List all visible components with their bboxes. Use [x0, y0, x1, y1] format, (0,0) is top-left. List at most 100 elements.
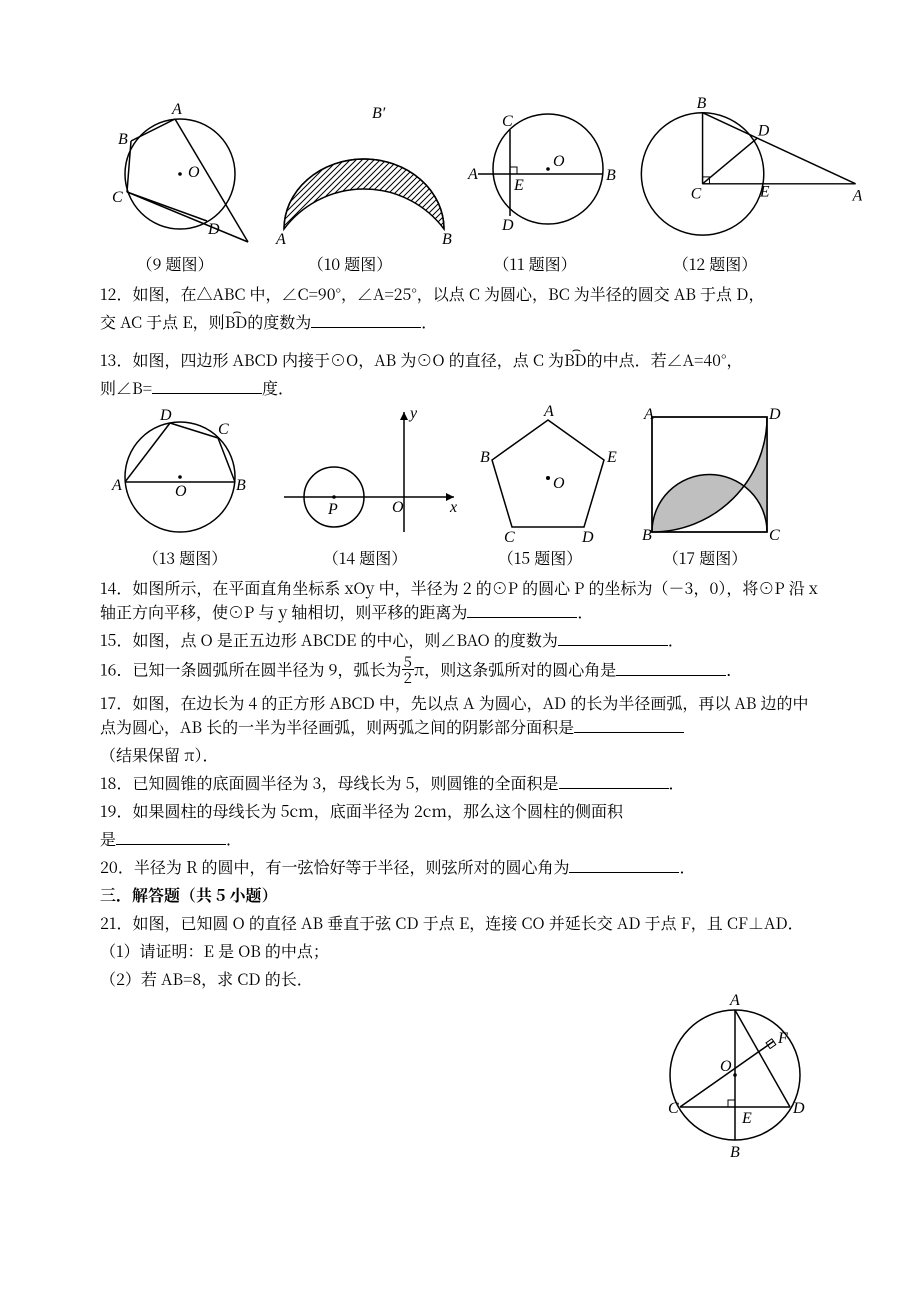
svg-text:C: C: [502, 113, 513, 130]
problem-18: 18．已知圆锥的底面圆半径为 3，母线长为 5，则圆锥的全面积是．: [100, 771, 820, 795]
cap-15: （15 题图）: [460, 546, 620, 570]
cap-11: （11 题图）: [450, 252, 620, 276]
fig11-svg: O A B C D E: [458, 90, 628, 248]
fig17-svg: A D B C: [632, 402, 802, 542]
p21-a: 21．如图，已知圆 O 的直径 AB 垂直于弦 CD 于点 E，连接 CO 并延…: [100, 911, 804, 934]
svg-text:E: E: [513, 177, 524, 194]
fig-11: O A B C D E: [458, 90, 628, 248]
fig-21: A B C D E O F: [650, 985, 820, 1171]
fraction-5-2: 52: [402, 654, 414, 685]
p21-b: （1）请证明：E 是 OB 的中点；: [100, 939, 329, 962]
p15-a: 15．如图，点 O 是正五边形 ABCDE 的中心，: [100, 628, 424, 651]
p15-b: 则∠BAO 的度数为: [424, 628, 557, 651]
p19-c: 是: [100, 827, 116, 850]
problem-16: 16．已知一条圆弧所在圆半径为 9，弧长为52π，则这条弧所对的圆心角是 ．: [100, 656, 820, 687]
svg-text:B: B: [480, 449, 490, 466]
problem-12: 12．如图，在△ABC 中，∠C=90°，∠A=25°，以点 C 为圆心，BC …: [100, 282, 820, 306]
blank-16: [616, 659, 726, 676]
svg-text:C: C: [504, 529, 515, 542]
p12-e: ．: [421, 310, 437, 333]
p12-b: =90°，∠A=25°，以点 C 为圆心，BC 为半径的圆交 AB 于点 D，: [309, 282, 765, 305]
svg-text:B: B: [606, 167, 616, 184]
label-C: C: [112, 189, 123, 206]
p14-b: ．: [577, 600, 593, 623]
fig13-svg: A B C D O: [100, 402, 270, 542]
blank-17: [574, 716, 684, 733]
svg-text:y: y: [408, 405, 418, 422]
svg-text:A: A: [729, 992, 740, 1009]
cap-9: （9 题图）: [100, 252, 250, 276]
caption-row-2: （13 题图） （14 题图） （15 题图） （17 题图）: [100, 546, 820, 570]
fig15-svg: O A B C D E: [468, 402, 628, 542]
svg-text:A: A: [543, 403, 554, 420]
svg-text:B: B: [697, 95, 707, 112]
label-B: B: [442, 231, 452, 248]
svg-text:x: x: [449, 499, 457, 516]
p19-a: 19．如果圆柱的母线长为 5cm，底面半: [100, 799, 378, 822]
svg-text:O: O: [720, 1058, 732, 1075]
svg-text:A: A: [852, 188, 862, 205]
fig-13: A B C D O: [100, 402, 270, 542]
p13-c: 则∠B=: [100, 376, 152, 399]
svg-text:D: D: [159, 407, 172, 424]
p19-d: ．: [226, 827, 242, 850]
svg-text:A: A: [111, 477, 122, 494]
blank-20: [569, 856, 679, 873]
fig-9: O A B C D: [100, 90, 250, 248]
problem-21: 21．如图，已知圆 O 的直径 AB 垂直于弦 CD 于点 E，连接 CO 并延…: [100, 911, 820, 935]
p13-d: 度．: [262, 376, 294, 399]
svg-text:C: C: [691, 186, 702, 203]
svg-text:E: E: [759, 184, 770, 201]
cap-13: （13 题图）: [100, 546, 270, 570]
p16-b: π，则这条弧所对的圆心角是: [414, 658, 616, 681]
blank-14: [467, 601, 577, 618]
svg-text:D: D: [757, 122, 770, 139]
svg-text:C: C: [668, 1100, 679, 1117]
p12-a: 12．如图，在△ABC 中，∠C: [100, 282, 309, 305]
svg-text:B: B: [236, 477, 246, 494]
fig-17: A D B C: [632, 402, 802, 542]
svg-text:D: D: [581, 529, 594, 542]
cap-14: （14 题图）: [270, 546, 460, 570]
svg-text:A: A: [643, 406, 654, 423]
svg-text:B: B: [642, 527, 652, 542]
svg-text:O: O: [553, 475, 565, 492]
p18-b: ．: [669, 771, 685, 794]
svg-text:D: D: [792, 1100, 805, 1117]
fig-15: O A B C D E: [468, 402, 628, 542]
figure-row-1: O A B C D A B B′: [100, 90, 820, 248]
svg-text:E: E: [741, 1110, 752, 1127]
problem-14: 14．如图所示，在平面直角坐标系 xOy 中，半径为 2 的⊙P 的圆心 P 的…: [100, 576, 820, 624]
p15-c: ．: [668, 628, 684, 651]
p13-b: 的中点．若∠A=40°，: [587, 348, 743, 371]
problem-12-line2: 交 AC 于点 E，则BD的度数为．: [100, 310, 820, 334]
fig-12: B C A E D: [632, 90, 862, 248]
fig14-svg: P O x y: [274, 402, 464, 542]
p12-d: 的度数为: [247, 310, 311, 333]
label-B: B: [118, 131, 128, 148]
svg-text:E: E: [606, 449, 617, 466]
blank-12: [311, 311, 421, 328]
cap-12: （12 题图）: [620, 252, 810, 276]
svg-text:D: D: [768, 406, 781, 423]
blank-18: [559, 772, 669, 789]
problem-13: 13．如图，四边形 ABCD 内接于⊙O，AB 为⊙O 的直径，点 C 为BD的…: [100, 348, 820, 372]
problem-17: 17．如图，在边长为 4 的正方形 ABCD 中，先以点 A 为圆心，AD 的长…: [100, 691, 820, 739]
p16-c: ．: [726, 658, 742, 681]
svg-text:C: C: [218, 421, 229, 438]
cap-10: （10 题图）: [250, 252, 450, 276]
svg-text:B: B: [730, 1144, 740, 1161]
figure-row-2: A B C D O P O x y O A B C D: [100, 402, 820, 542]
frac-d: 2: [402, 670, 414, 685]
p20-c: ．: [679, 855, 695, 878]
fig21-svg: A B C D E O F: [650, 985, 820, 1165]
p21-c: （2）若 AB=8，求 CD 的长．: [100, 967, 313, 990]
svg-text:A: A: [467, 166, 478, 183]
p12-c: 交 AC 于点 E，则: [100, 310, 225, 333]
problem-13-line2: 则∠B= 度．: [100, 376, 820, 400]
svg-text:F: F: [777, 1030, 788, 1047]
blank-15: [558, 629, 668, 646]
p16-a: 16．已知一条圆弧所在圆半径为 9，弧长为: [100, 658, 402, 681]
arc-BD2: BD: [564, 348, 587, 372]
fig9-svg: O A B C D: [100, 90, 250, 248]
